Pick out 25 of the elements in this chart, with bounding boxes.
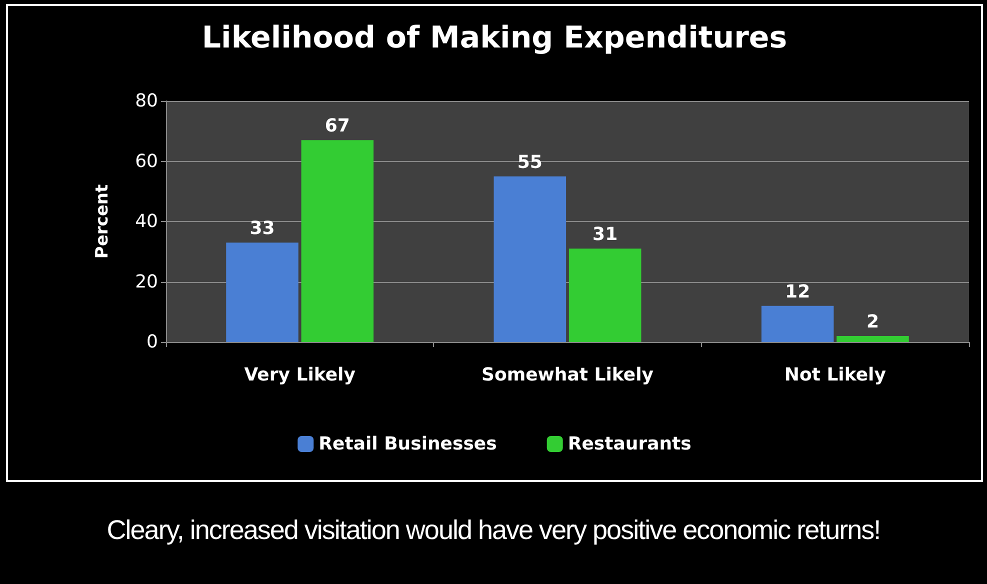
legend-label: Restaurants	[568, 434, 692, 454]
bar	[494, 176, 566, 342]
x-tick-label: Somewhat Likely	[482, 364, 654, 386]
data-label: 31	[592, 224, 618, 246]
chart-title: Likelihood of Making Expenditures	[202, 20, 788, 56]
bar	[761, 306, 834, 342]
legend-label: Retail Businesses	[318, 434, 497, 454]
y-tick-label: 40	[135, 211, 158, 232]
y-tick-label: 0	[146, 332, 158, 352]
bar	[568, 248, 642, 342]
data-label: 67	[324, 116, 350, 137]
bar	[226, 242, 298, 342]
y-tick-label: 20	[135, 271, 158, 292]
data-label: 2	[866, 311, 880, 332]
data-label: 12	[785, 281, 810, 302]
x-tick-label: Very Likely	[244, 364, 356, 386]
data-label: 33	[250, 218, 275, 240]
y-tick-label: 60	[135, 150, 158, 172]
text: Cleary, increased visitation would have very positive economic returns!	[106, 515, 882, 546]
y-axis-title: Percent	[92, 184, 112, 259]
x-tick-label: Not Likely	[784, 364, 886, 386]
y-tick-label: 80	[135, 90, 158, 112]
data-label: 55	[517, 152, 542, 173]
bar	[301, 140, 374, 342]
bar	[836, 336, 909, 342]
